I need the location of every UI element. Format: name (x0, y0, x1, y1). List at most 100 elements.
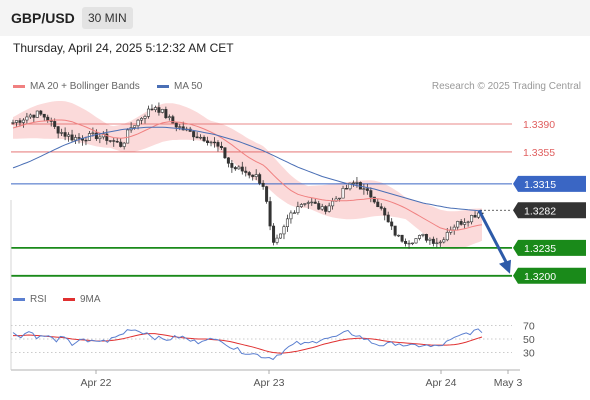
candle-body (431, 238, 435, 244)
level-tag-1.3282 (513, 202, 586, 219)
candle-body (445, 232, 449, 241)
time-tick-may-3: May 3 (494, 377, 523, 389)
level-label-1.3355: 1.3355 (523, 147, 555, 159)
candle-body (237, 166, 241, 170)
candle-body (268, 201, 272, 227)
candle-body (345, 188, 349, 190)
timeframe-button[interactable]: 30 MIN (82, 7, 133, 29)
level-label-1.3200: 1.3200 (524, 271, 556, 283)
candle-body (424, 234, 428, 241)
level-label-1.3235: 1.3235 (524, 243, 556, 255)
candle-body (174, 122, 178, 128)
candle-body (25, 116, 29, 121)
research-credit: Research © 2025 Trading Central (431, 81, 581, 92)
candle-body (372, 196, 376, 203)
candle-body (42, 113, 46, 118)
candle-body (157, 107, 161, 113)
rsi-ma-swatch (63, 298, 75, 301)
level-lines (11, 123, 512, 277)
rsi-tick-30: 30 (523, 348, 535, 360)
candle-body (181, 126, 185, 131)
candle-body (140, 118, 144, 121)
candle-body (153, 107, 157, 111)
candle-body (275, 237, 279, 243)
candle-body (428, 238, 432, 241)
bollinger-band (13, 101, 482, 250)
level-tag-1.3315 (513, 175, 586, 192)
candle-body (258, 174, 262, 184)
ma20-swatch (13, 85, 25, 88)
candle-body (383, 208, 387, 216)
candle-body (219, 145, 223, 148)
candle-body (133, 125, 137, 128)
rsi-grid (11, 325, 512, 353)
candle-body (216, 142, 220, 147)
top-bar: GBP/USD 30 MIN (0, 0, 590, 36)
candle-body (178, 126, 182, 128)
candle-body (473, 215, 477, 218)
candle-body (98, 136, 102, 140)
candle-body (122, 142, 126, 147)
legend-ma20-label: MA 20 + Bollinger Bands (30, 81, 140, 92)
candle-body (164, 109, 168, 118)
candle-body (84, 139, 88, 142)
price-pane: 1.3390 1.3355 1.3315 1.3282 1.3235 1.3200 (11, 101, 586, 284)
candle-body (67, 134, 71, 137)
candle-body (126, 129, 130, 144)
candle-body (456, 221, 460, 228)
candle-body (466, 221, 470, 223)
legend-ma50-label: MA 50 (174, 81, 203, 92)
candle-body (28, 114, 32, 118)
candle-body (261, 182, 265, 187)
candle-body (421, 234, 425, 236)
candle-body (35, 110, 39, 118)
legend-rsi-ma: 9MA (63, 294, 101, 305)
candle-body (167, 116, 171, 118)
candle-body (240, 166, 244, 172)
candle-body (438, 241, 442, 244)
candle-body (233, 167, 237, 170)
candle-body (18, 120, 22, 123)
time-axis: Apr 22 Apr 23 Apr 24 May 3 (10, 200, 523, 389)
candle-body (376, 201, 380, 208)
candle-body (53, 121, 57, 127)
candle-body (202, 136, 206, 142)
candle-body (11, 122, 15, 124)
candle-body (244, 170, 248, 173)
candle-body (63, 132, 67, 137)
candle-body (209, 141, 213, 144)
bollinger-band-area (13, 101, 482, 250)
instrument-title: GBP/USD (11, 10, 75, 26)
candle-body (355, 182, 359, 184)
level-tag-1.3200 (513, 267, 586, 284)
candle-body (365, 188, 369, 191)
candle-body (362, 188, 366, 190)
candle-body (101, 133, 105, 138)
candle-body (390, 221, 394, 227)
candle-body (320, 206, 324, 210)
candle-body (477, 212, 481, 218)
candle-body (414, 238, 418, 244)
level-labels: 1.3390 1.3355 1.3315 1.3282 1.3235 1.3200 (513, 119, 586, 284)
candle-body (77, 137, 81, 139)
candle-body (442, 239, 446, 243)
candle-body (282, 226, 286, 235)
candle-body (313, 201, 317, 204)
candle-body (317, 203, 321, 210)
candle-body (230, 162, 234, 168)
ma50-line (12, 126, 483, 212)
candle-body (310, 201, 314, 204)
candle-body (91, 132, 95, 135)
candle-body (296, 206, 300, 214)
candle-body (341, 188, 345, 199)
candle-body (74, 137, 78, 141)
rsi-tick-70: 70 (523, 321, 535, 333)
candle-body (459, 221, 463, 225)
candle-body (417, 235, 421, 239)
chart-datetime: Thursday, April 24, 2025 5:12:32 AM CET (13, 41, 234, 55)
candle-body (247, 172, 251, 176)
candle-body (407, 242, 411, 245)
candle-body (39, 110, 43, 115)
